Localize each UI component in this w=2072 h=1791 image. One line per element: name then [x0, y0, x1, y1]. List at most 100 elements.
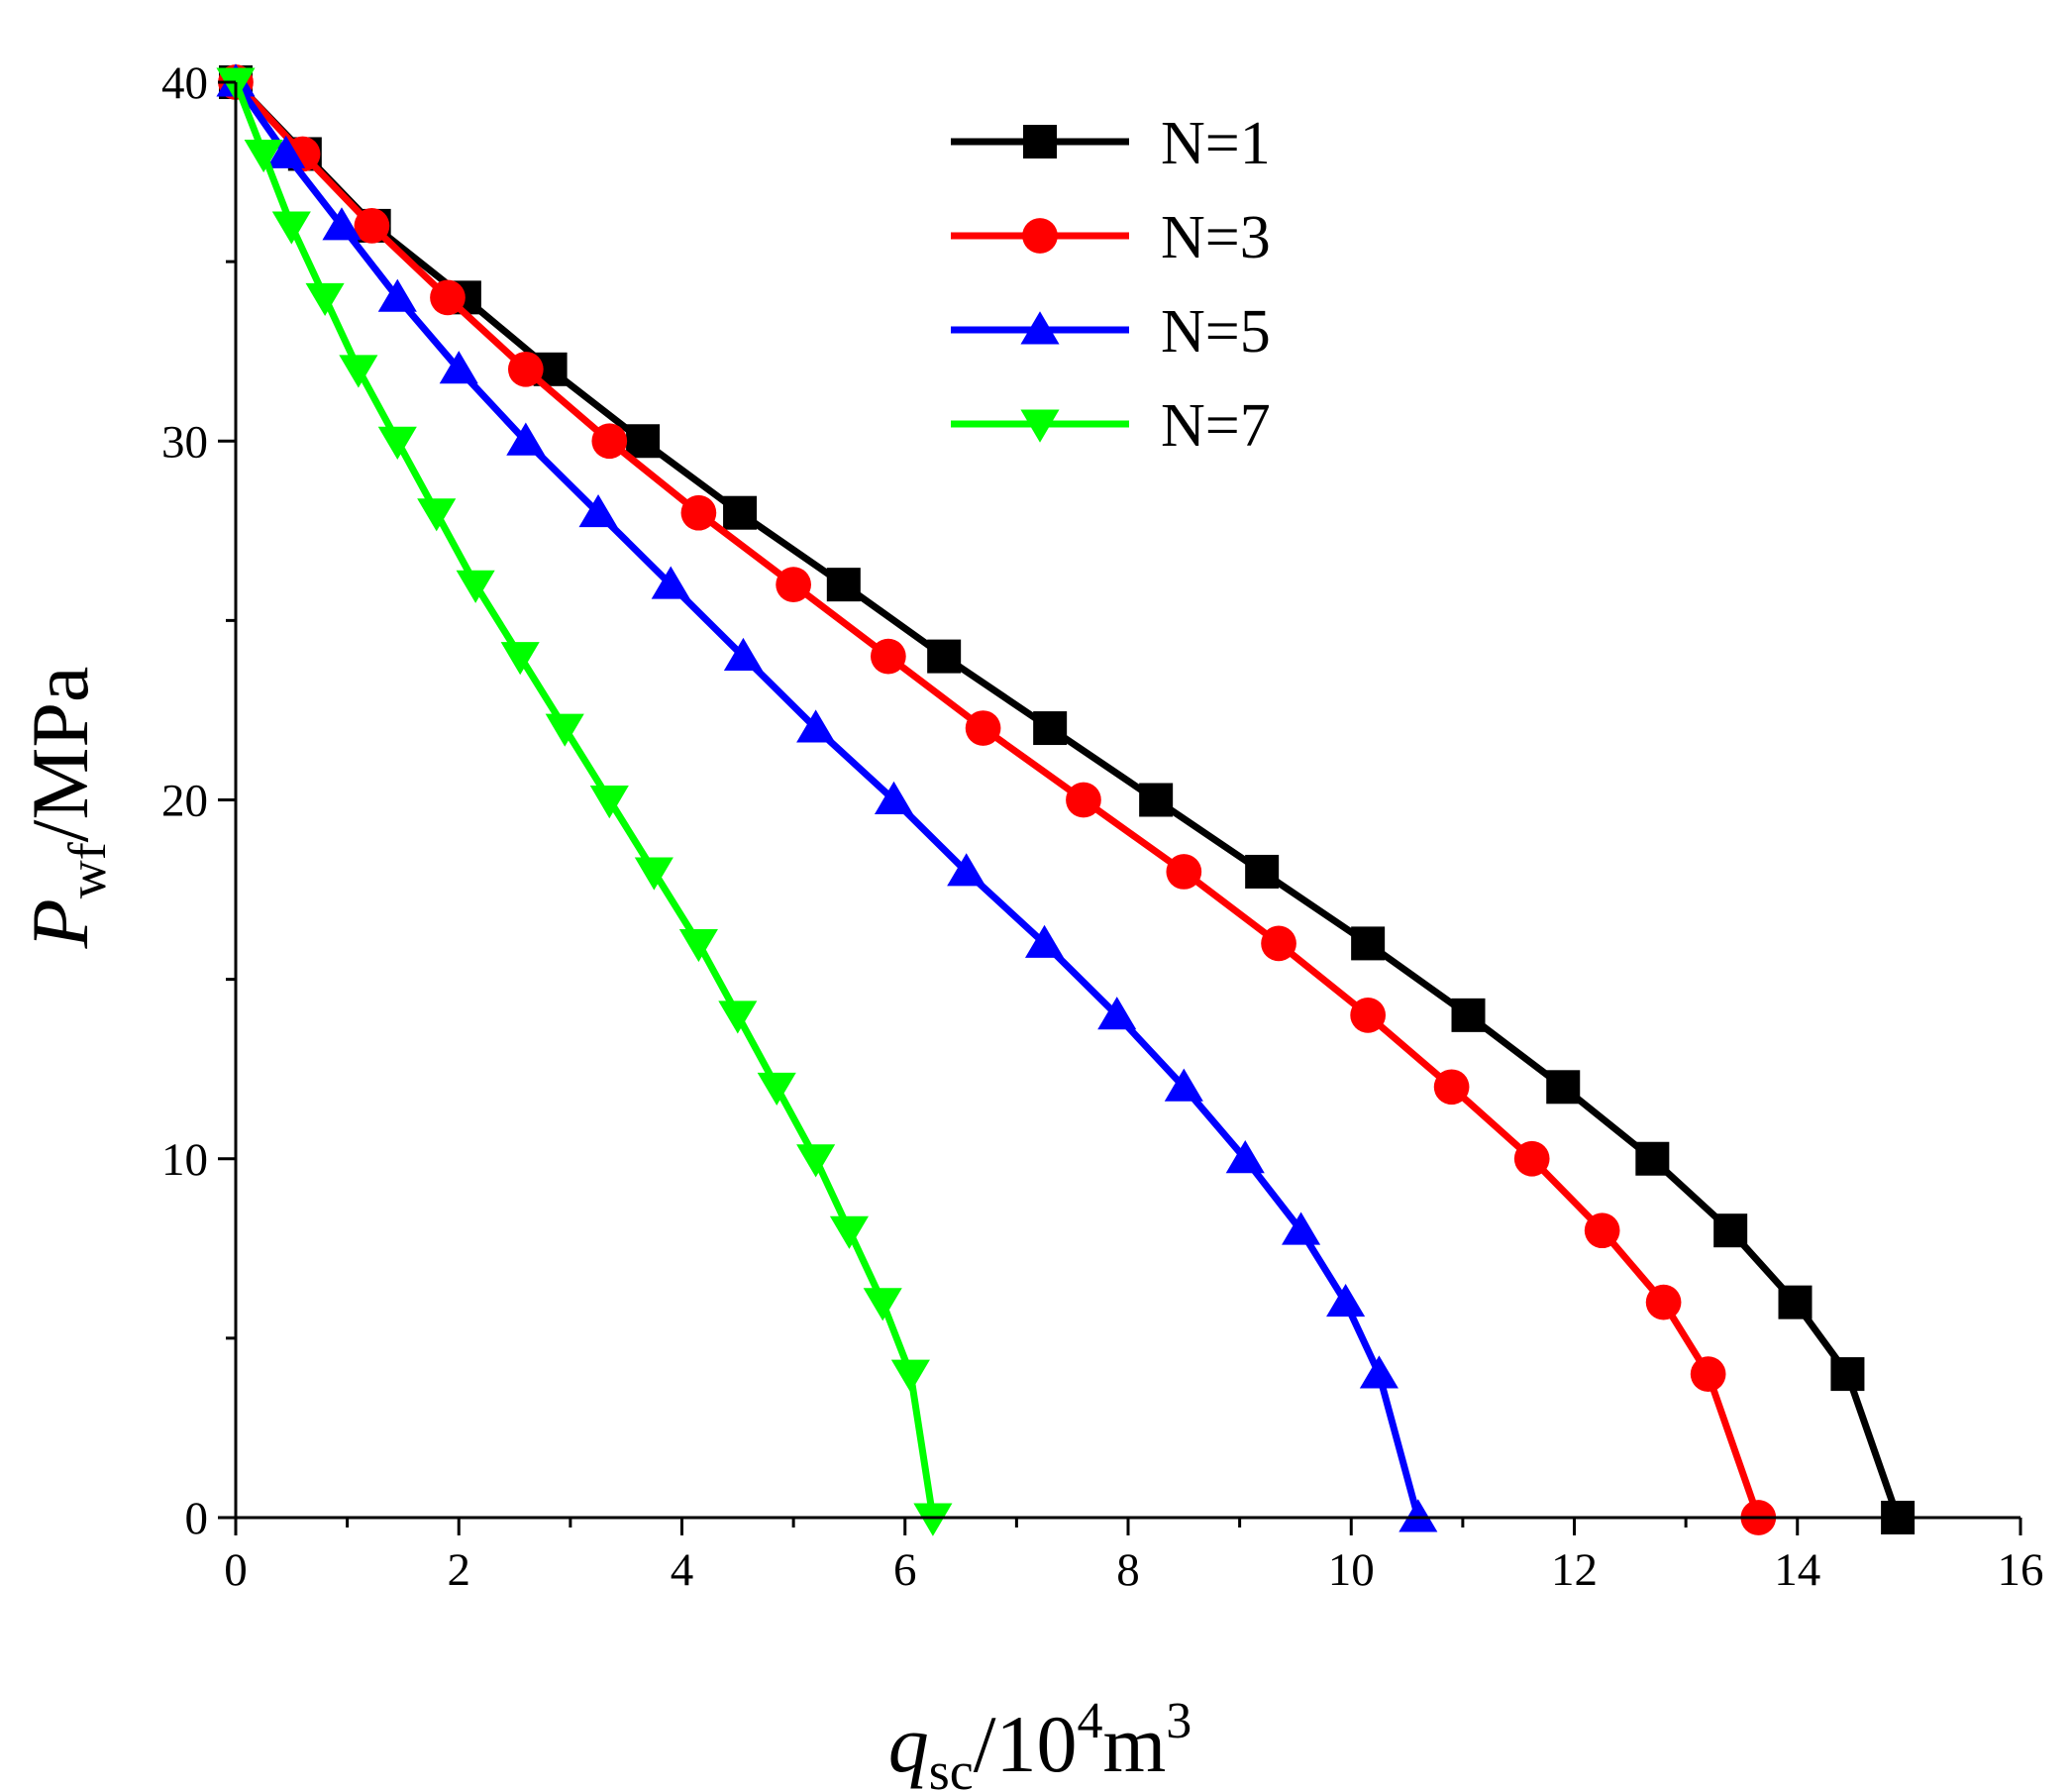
data-point [913, 1503, 953, 1536]
series-n7 [216, 67, 953, 1536]
legend-marker [1020, 409, 1060, 443]
x-tick-label: 6 [893, 1544, 917, 1596]
data-point [965, 710, 1001, 746]
x-tick-label: 16 [1998, 1544, 2044, 1596]
data-point [1690, 1356, 1726, 1392]
data-point [439, 351, 478, 384]
data-point [829, 1215, 869, 1249]
series-line [232, 78, 937, 1522]
data-point [1261, 925, 1296, 962]
x-axis-title: qsc/104m3 [888, 1693, 1192, 1791]
data-point [1513, 1140, 1550, 1177]
legend-marker [1020, 311, 1060, 345]
data-point [456, 570, 495, 603]
data-point [589, 786, 629, 819]
x-tick-label: 4 [671, 1544, 694, 1596]
x-tick-label: 12 [1551, 1544, 1598, 1596]
data-point [507, 351, 544, 387]
legend-marker [1022, 218, 1058, 254]
data-point [1645, 1284, 1682, 1320]
data-point [1713, 1213, 1748, 1248]
data-point [591, 423, 628, 460]
axes: 0 2 4 6 8 10 12 14 16 0 10 20 30 40 [161, 57, 2044, 1596]
data-point [1164, 1068, 1203, 1102]
data-point [1399, 1499, 1438, 1532]
data-point [651, 566, 690, 599]
y-tick-label: 0 [185, 1493, 209, 1544]
data-point [500, 642, 540, 676]
data-point [1166, 854, 1202, 890]
legend-label: N=1 [1161, 110, 1271, 177]
legend-label: N=5 [1161, 298, 1271, 366]
data-point [1024, 924, 1065, 958]
legend-marker [1023, 125, 1057, 158]
y-tick-label: 30 [161, 416, 208, 468]
data-point [266, 135, 306, 168]
data-point [417, 498, 457, 532]
series-layer [216, 63, 1916, 1536]
y-axis-title: Pwf/MPa [15, 667, 117, 950]
legend-item: N=3 [951, 204, 1271, 271]
data-point [796, 1144, 836, 1178]
data-point [271, 211, 311, 245]
legend: N=1 N=3 N=5 N=7 [951, 110, 1271, 460]
data-point [890, 1359, 930, 1393]
data-point [1066, 782, 1101, 818]
data-point [718, 1001, 758, 1034]
data-point [377, 426, 417, 460]
data-point [322, 207, 362, 241]
data-point [1097, 997, 1137, 1030]
data-point [1326, 1283, 1366, 1317]
x-tick-label: 2 [448, 1544, 471, 1596]
data-point [430, 279, 466, 316]
data-point [1225, 1140, 1265, 1174]
data-point [578, 494, 618, 528]
data-point [506, 422, 546, 456]
data-point [354, 208, 390, 244]
data-point [826, 568, 861, 602]
data-point [863, 1288, 902, 1321]
data-point [927, 639, 962, 674]
data-point [634, 857, 673, 891]
data-point [244, 140, 283, 173]
data-point [874, 781, 914, 814]
data-point [947, 853, 986, 887]
data-point [1830, 1357, 1865, 1392]
data-point [1778, 1285, 1813, 1319]
data-point [1033, 711, 1068, 746]
series-n3 [218, 64, 1777, 1535]
data-point [776, 567, 811, 603]
data-point [871, 638, 906, 675]
data-point [1359, 1355, 1399, 1389]
data-point [626, 424, 661, 459]
data-point [545, 713, 584, 747]
legend-item: N=5 [951, 298, 1271, 366]
legend-label: N=3 [1161, 204, 1271, 271]
data-point [723, 495, 758, 530]
data-point [339, 355, 378, 388]
data-point [678, 928, 718, 963]
data-point [1351, 926, 1386, 961]
data-point [723, 637, 763, 672]
x-tick-label: 0 [224, 1544, 248, 1596]
x-tick-label: 8 [1116, 1544, 1140, 1596]
y-tick-label: 20 [161, 776, 208, 827]
data-point [757, 1072, 796, 1106]
series-n5 [216, 63, 1438, 1532]
x-tick-label: 10 [1328, 1544, 1375, 1596]
y-tick-label: 40 [161, 57, 208, 109]
legend-item: N=1 [951, 110, 1271, 177]
data-point [1139, 783, 1174, 817]
data-point [680, 494, 717, 531]
data-point [1245, 854, 1280, 889]
data-point [377, 278, 417, 312]
data-point [305, 282, 345, 317]
data-point [1433, 1069, 1470, 1106]
y-tick-label: 10 [161, 1134, 208, 1186]
data-point [1546, 1070, 1581, 1105]
data-point [796, 709, 836, 743]
data-point [1584, 1212, 1620, 1249]
data-point [1635, 1141, 1670, 1176]
data-point [1451, 998, 1486, 1032]
